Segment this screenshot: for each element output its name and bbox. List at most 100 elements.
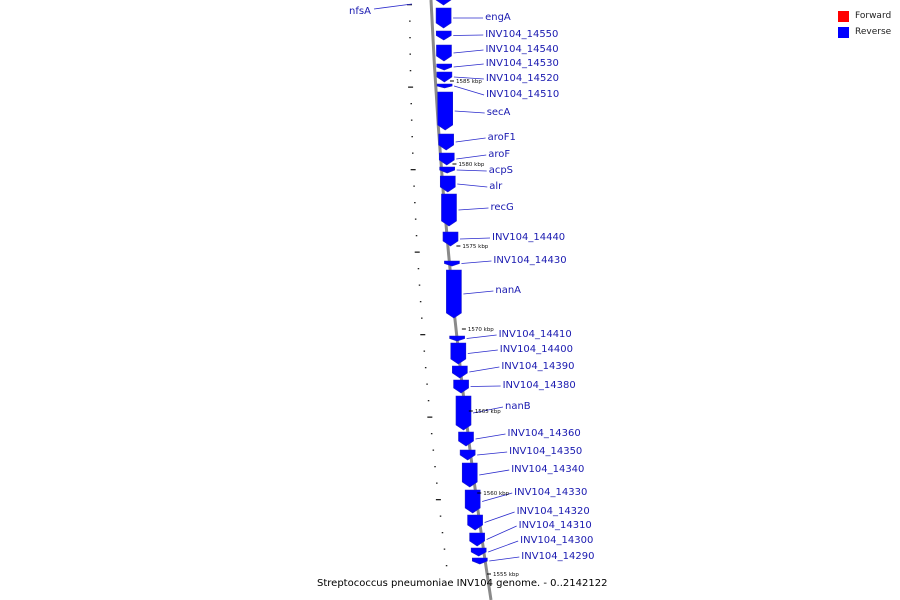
gene-block-inv104_14380[interactable] [453,379,469,394]
gene-block-inv104_14300[interactable] [470,547,487,557]
gene-block-recg[interactable] [441,193,457,227]
gene-leader-line [459,237,491,240]
gene-block-inv104_14430[interactable] [444,260,460,267]
gene-block-nanb[interactable] [455,395,472,431]
tick-dot [415,235,418,237]
gene-block-inv104_14550[interactable] [435,30,452,41]
gene-label-inv104_14400[interactable]: INV104_14400 [500,344,573,355]
gene-label-inv104_14520[interactable]: INV104_14520 [486,73,559,84]
gene-leader-line [470,385,501,387]
gene-block-inv104_14510[interactable] [436,83,453,89]
gene-block-inv104_14290[interactable] [472,557,488,565]
gene-leader-line [484,511,515,523]
tick-dot [410,119,413,121]
gene-leader-line [458,207,489,211]
tick-dot [414,251,420,253]
gene-leader-line [453,49,484,54]
gene-leader-line [457,183,488,188]
tick-dot [424,367,427,369]
gene-leader-line [453,63,484,68]
gene-block-acps[interactable] [439,166,455,174]
gene-label-inv104_14540[interactable]: INV104_14540 [485,44,558,55]
gene-block-alr[interactable] [439,175,456,193]
gene-leader-line [373,3,413,10]
gene-block-seca[interactable] [437,91,453,131]
gene-label-acps[interactable]: acpS [489,165,513,176]
gene-block-inv104_14520[interactable] [436,71,453,83]
gene-block-inv104_14350[interactable] [459,449,476,461]
gene-label-inv104_14320[interactable]: INV104_14320 [517,506,590,517]
gene-label-inv104_14300[interactable]: INV104_14300 [520,535,593,546]
gene-leader-line [456,169,487,172]
gene-block-arof1[interactable] [438,133,454,151]
tick-dot [435,499,441,501]
tick-dot [441,532,444,534]
tick-dot [409,53,411,55]
gene-block-inv104_14440[interactable] [442,231,459,247]
gene-block-inv104_14310[interactable] [469,532,485,547]
tick-dot [427,400,430,402]
gene-block-inv104_14530[interactable] [436,63,452,71]
gene-label-inv104_14310[interactable]: INV104_14310 [519,520,592,531]
gene-block-inv104_14360[interactable] [458,431,474,447]
gene-label-nana[interactable]: nanA [495,285,521,296]
gene-block-inv104_14320[interactable] [467,514,483,531]
gene-label-inv104_14410[interactable]: INV104_14410 [499,329,572,340]
kbp-tick-label: 1580 kbp [458,162,484,168]
gene-block-inv104_14400[interactable] [450,342,467,365]
tick-dot [427,416,433,418]
tick-dot [423,350,426,352]
gene-label-inv104_14380[interactable]: INV104_14380 [503,380,576,391]
gene-block-inv104_14390[interactable] [452,365,468,379]
tick-dot [436,482,438,484]
gene-label-inv104_14290[interactable]: INV104_14290 [521,551,594,562]
gene-leader-line [477,451,508,456]
gene-label-arof1[interactable]: aroF1 [488,132,516,143]
gene-label-seca[interactable]: secA [487,107,511,118]
gene-label-recg[interactable]: recG [490,202,513,213]
legend-item-forward: Forward [838,8,891,24]
kbp-tick-label: 1560 kbp [483,491,509,497]
gene-label-inv104_14510[interactable]: INV104_14510 [486,89,559,100]
tick-dot [417,268,420,270]
gene-label-inv104_14440[interactable]: INV104_14440 [492,232,565,243]
gene-label-nfsa[interactable]: nfsA [349,6,371,17]
gene-leader-line [486,525,517,540]
tick-dot [418,284,421,286]
gene-leader-line [472,406,504,414]
tick-dot [445,565,448,567]
gene-label-arof[interactable]: aroF [488,149,510,160]
gene-label-alr[interactable]: alr [489,181,503,192]
gene-block-inv104_14410[interactable] [449,335,465,342]
gene-label-inv104_14530[interactable]: INV104_14530 [486,58,559,69]
gene-block-nana[interactable] [446,269,462,319]
kbp-ticks: 1585 kbp 1580 kbp 1575 kbp 1570 kbp 1565 kbp… [449,79,519,578]
gene-label-inv104_14330[interactable]: INV104_14330 [514,487,587,498]
gene-label-inv104_14340[interactable]: INV104_14340 [511,464,584,475]
tick-dot [421,317,423,319]
gene-block-inv104_14540[interactable] [436,44,452,62]
gene-leader-line [453,34,484,36]
gene-leader-line [461,260,492,264]
gene-label-nanb[interactable]: nanB [505,401,531,412]
gene-label-inv104_14550[interactable]: INV104_14550 [485,29,558,40]
gene-label-enga[interactable]: engA [485,12,511,23]
gene-label-inv104_14350[interactable]: INV104_14350 [509,446,582,457]
gene-leader-line [469,366,500,373]
gene-leader-line [467,349,498,354]
gene-block-nfsa[interactable] [435,0,452,6]
gene-block-inv104_14340[interactable] [461,462,478,488]
tick-dot [411,136,413,138]
gene-block-enga[interactable] [435,7,452,29]
kbp-tick-label: 1555 kbp [493,572,519,578]
gene-leader-line [454,110,485,114]
gene-label-inv104_14360[interactable]: INV104_14360 [508,428,581,439]
gene-block-inv104_14330[interactable] [464,489,481,514]
tick-dot [420,334,426,336]
gene-label-inv104_14430[interactable]: INV104_14430 [493,255,566,266]
genome-caption: Streptococcus pneumoniae INV104 genome. … [317,578,608,589]
gene-block-arof[interactable] [438,152,455,166]
gene-label-inv104_14390[interactable]: INV104_14390 [501,361,574,372]
tick-dot [426,383,428,385]
